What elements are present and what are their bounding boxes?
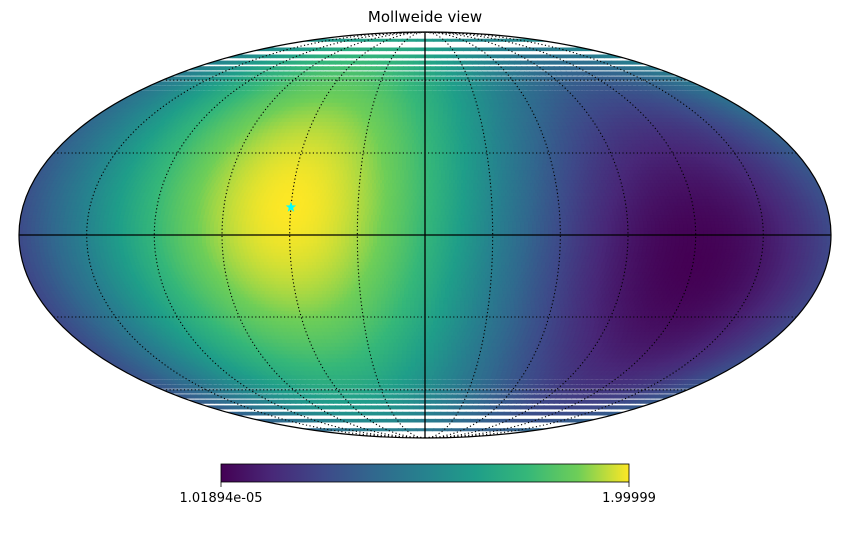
map-cell [436,90,443,95]
map-cell [412,98,419,104]
map-cell [412,90,419,95]
map-cell [396,85,404,91]
map-cell [427,90,433,95]
map-cell [436,85,443,91]
map-cell [401,102,407,108]
map-cell [408,71,415,76]
chart-title: Mollweide view [368,8,482,26]
map-cell [407,66,415,71]
map-cell [419,71,426,76]
map-cell [398,98,405,104]
map-cell [424,81,431,86]
map-cell [412,85,419,91]
map-cell [419,94,426,100]
map-cell [412,60,420,65]
map-cell [415,54,423,59]
map-cell [438,94,445,100]
map-cell [429,102,435,108]
map-cell [417,90,423,95]
map-cell [414,81,421,86]
map-cell [402,85,409,91]
map-cell [413,71,421,76]
map-cell [429,81,436,86]
map-cell [417,98,424,104]
map-cell [417,85,423,91]
map-cell [402,90,409,95]
map-cell [403,81,411,86]
map-cell [402,71,410,76]
map-cell [403,98,410,104]
map-cell [405,102,412,108]
map-cell [436,98,443,104]
map-cell [431,90,438,95]
map-cell [424,66,431,71]
map-cell [434,81,441,86]
map-cell [424,94,431,100]
map-cell [407,47,416,52]
map-cell [410,94,416,100]
map-cell [410,102,417,108]
map-cell [405,94,412,100]
map-cell [400,94,407,100]
map-cell [408,76,416,81]
map-cell [424,71,431,76]
map-cell [434,94,440,100]
map-cell [419,102,426,108]
map-cell [427,54,435,59]
map-cell [427,85,433,91]
map-cell [438,102,445,108]
map-cell [431,98,438,104]
map-cell [430,66,437,71]
map-cell [403,76,411,81]
map-cell [441,85,448,91]
map-cell [414,94,421,100]
map-cells [19,38,831,432]
map-cell [431,85,438,91]
map-cell [440,98,447,104]
map-cell [435,66,443,71]
map-cell [418,60,426,65]
map-cell [419,81,426,86]
map-cell [419,66,426,71]
map-cell [406,60,415,65]
map-cell [429,71,437,76]
map-cell [414,47,423,52]
map-cell [413,66,420,71]
map-cell [397,90,404,95]
map-cell [429,94,436,100]
map-cell [430,60,438,65]
map-cell [395,94,402,100]
map-cell [402,66,410,71]
map-cell [427,47,436,52]
map-cell [424,102,431,108]
map-cell [424,60,432,65]
map-cell [407,98,414,104]
map-cell [409,81,416,86]
map-cell [415,102,421,108]
map-cell [407,90,414,95]
map-cell [408,54,417,59]
map-cell [426,98,433,104]
map-cell [407,85,414,91]
map-cell [433,102,440,108]
map-cell [415,38,426,42]
